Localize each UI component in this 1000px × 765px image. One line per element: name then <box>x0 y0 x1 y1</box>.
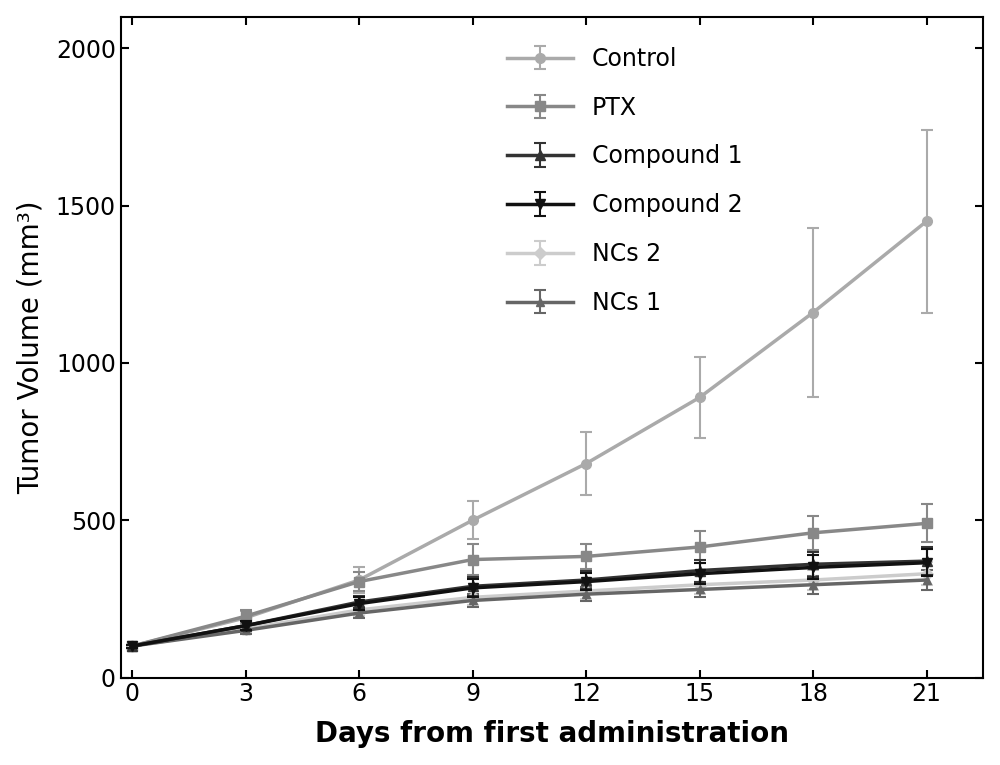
Y-axis label: Tumor Volume (mm³): Tumor Volume (mm³) <box>17 200 45 494</box>
X-axis label: Days from first administration: Days from first administration <box>315 721 789 748</box>
Legend: Control, PTX, Compound 1, Compound 2, NCs 2, NCs 1: Control, PTX, Compound 1, Compound 2, NC… <box>495 35 754 327</box>
